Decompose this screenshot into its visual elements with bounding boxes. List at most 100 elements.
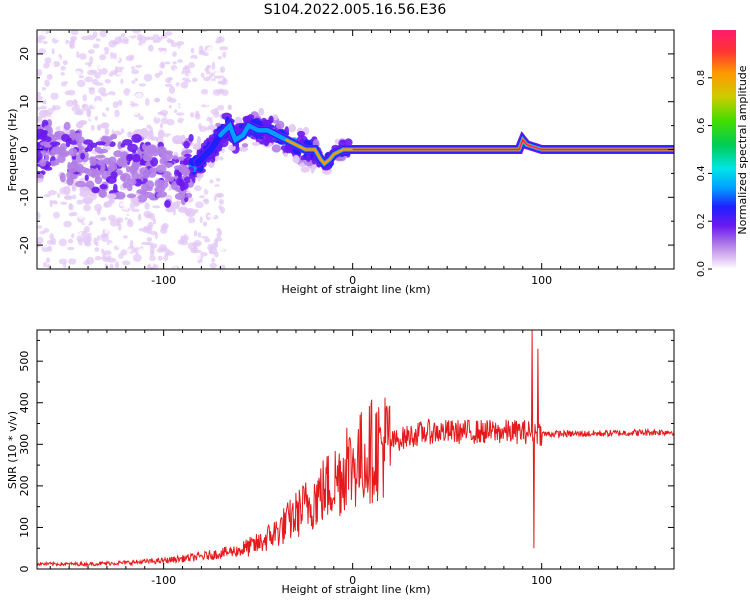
spectrogram-noise-cell [164,83,173,87]
spectrogram-ridge-cell [143,191,154,199]
spectrogram-noise-cell [170,42,178,48]
spectrogram-noise-cell [104,51,109,55]
spectrogram-noise-cell [126,104,133,110]
spectrogram-noise-cell [200,88,209,95]
spectrogram-noise-cell [94,116,99,121]
spectrogram-noise-cell [184,65,189,70]
spectrogram-noise-cell [95,38,101,42]
spectrogram-noise-cell [149,255,156,262]
spectrogram-noise-cell [109,60,116,68]
spectrogram-ridge-cell [99,184,108,190]
spectrogram-noise-cell [94,256,102,261]
spectrogram-noise-cell [198,195,206,199]
spectrogram-noise-cell [157,47,167,51]
spectrogram-ridge-cell [335,157,346,162]
spectrogram-ridge-cell [157,129,165,139]
spectrogram-noise-cell [173,104,182,108]
spectrogram-noise-cell [210,199,215,203]
spectrogram-noise-cell [120,249,128,256]
spectrogram-noise-cell [81,104,86,109]
spectrogram-y-tick-label: -20 [18,236,31,254]
spectrogram-ridge-cell [178,178,185,187]
spectrogram-ridge-cell [80,152,85,160]
spectrogram-ridge-cell [180,134,186,140]
spectrogram-noise-cell [175,250,182,257]
spectrogram-ridge-cell [96,159,106,166]
spectrogram-noise-cell [57,120,67,126]
spectrogram-noise-cell [52,185,59,192]
spectrogram-noise-cell [160,228,168,235]
spectrogram-noise-cell [209,118,213,125]
spectrogram-noise-cell [163,254,169,262]
spectrogram-ridge-cell [171,201,181,210]
spectrogram-noise-cell [198,123,202,130]
spectrogram-noise-cell [89,114,95,121]
spectrogram-noise-cell [68,212,74,217]
spectrogram-noise-cell [49,200,58,204]
spectrogram-noise-cell [195,250,203,253]
spectrogram-ridge-cell [126,178,137,186]
spectrogram-noise-cell [175,82,180,87]
spectrogram-ridge-cell [67,163,78,173]
figure-title: S104.2022.005.16.56.E36 [264,2,447,18]
spectrogram-noise-cell [46,97,50,104]
spectrogram-noise-cell [95,100,102,107]
spectrogram-noise-cell [84,76,93,83]
spectrogram-noise-cell [198,50,206,56]
spectrogram-ridge-cell [204,130,212,136]
spectrogram-ridge-cell [89,156,97,163]
spectrogram-noise-cell [84,241,92,247]
spectrogram-noise-cell [164,31,173,36]
spectrogram-ridge-cell [39,158,47,167]
spectrogram-noise-cell [108,242,114,249]
spectrogram-ridge-cell [215,122,222,127]
spectrogram-noise-cell [172,51,177,57]
spectrogram-noise-cell [78,61,82,70]
spectrogram-noise-cell [87,250,93,255]
spectrogram-noise-cell [211,61,216,70]
snr-panel: -100 0 100 0 100 200 300 400 500 Height of strai… [6,329,675,596]
snr-x-axis-label: Height of straight line (km) [281,583,430,596]
spectrogram-noise-cell [209,262,217,269]
spectrogram-noise-cell [168,85,176,94]
spectrogram-ridge-cell [63,121,71,131]
spectrogram-y-tick-label: 0 [18,146,31,153]
spectrogram-noise-cell [190,222,194,229]
spectrogram-noise-cell [120,32,126,38]
spectrogram-noise-cell [38,196,42,202]
spectrogram-noise-cell [107,91,116,96]
spectrogram-noise-cell [40,105,47,110]
spectrogram-ridge-cell [110,133,118,140]
spectrogram-noise-cell [188,72,195,79]
spectrogram-noise-cell [183,100,193,104]
spectrogram-noise-cell [103,46,110,53]
spectrogram-noise-cell [94,247,100,252]
spectrogram-ridge-cell [184,149,193,154]
spectrogram-noise-cell [203,98,208,103]
spectrogram-ridge-cell [149,130,154,140]
spectrogram-ridge-cell [116,157,125,167]
spectrogram-noise-cell [176,112,185,116]
spectrogram-noise-cell [138,83,147,87]
spectrogram-ridge-cell [255,133,260,139]
spectrogram-noise-cell [68,258,77,265]
spectrogram-noise-cell [39,230,46,235]
spectrogram-noise-cell [103,250,112,256]
spectrogram-ridge-cell [133,196,139,203]
spectrogram-noise-cell [37,262,41,268]
spectrogram-noise-cell [176,150,183,154]
spectrogram-noise-cell [155,115,160,119]
spectrogram-noise-cell [65,51,74,58]
spectrogram-noise-cell [37,106,42,110]
spectrogram-noise-cell [113,52,117,60]
spectrogram-ridge-cell [131,133,143,143]
colorbar-tick-label: 0.6 [696,118,707,134]
spectrogram-noise-cell [169,98,177,103]
spectrogram-noise-cell [154,72,161,78]
spectrogram-ridge-cell [59,172,66,183]
spectrogram-noise-cell [182,33,188,38]
spectrogram-ridge-cell [126,193,137,199]
spectrogram-noise-cell [86,232,92,236]
spectrogram-noise-cell [129,239,134,248]
spectrogram-ridge-cell [164,200,171,208]
